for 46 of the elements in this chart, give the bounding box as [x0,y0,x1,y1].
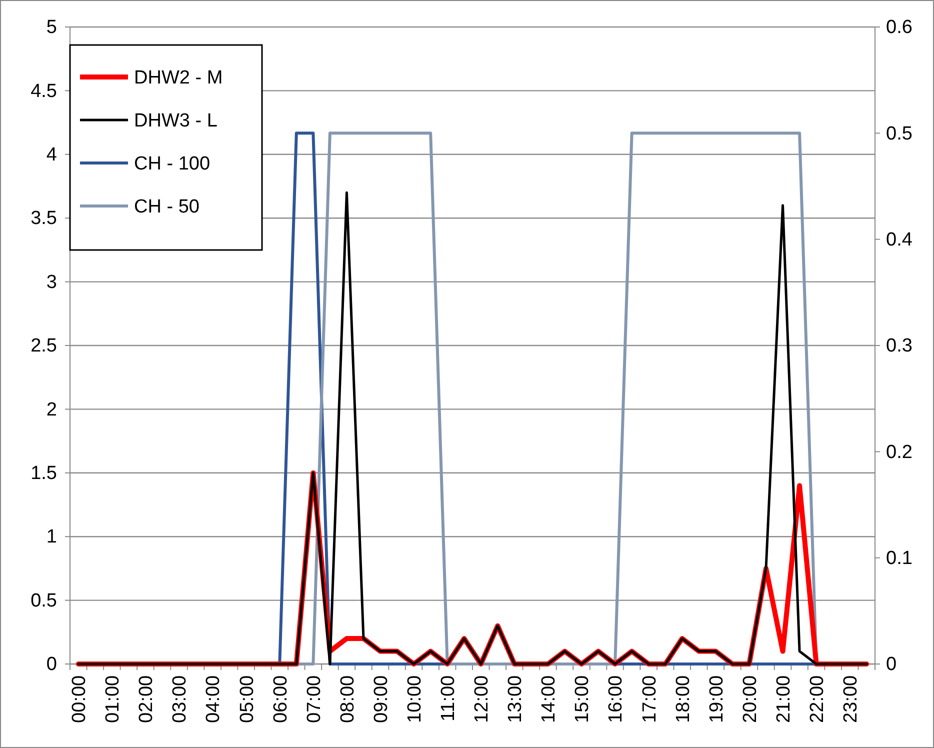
x-tick-label: 13:00 [505,675,526,723]
y2-tick-label: 0.5 [886,123,912,144]
x-tick-label: 20:00 [740,675,761,723]
y-tick-label: 3 [46,272,57,293]
y-tick-label: 4.5 [30,80,57,102]
y2-tick-label: 0 [886,654,897,676]
legend-label: DHW3 - L [134,110,218,132]
y-tick-label: 3.5 [30,208,57,230]
y-tick-label: 4 [46,144,58,166]
x-tick-label: 00:00 [69,675,90,723]
x-tick-label: 02:00 [136,675,158,723]
x-tick-label: 03:00 [170,675,191,723]
x-tick-label: 04:00 [203,675,224,723]
x-tick-label: 07:00 [304,675,325,723]
x-tick-label: 01:00 [102,675,124,723]
x-tick-label: 05:00 [236,675,258,723]
x-tick-label: 16:00 [606,675,627,723]
x-tick-label: 18:00 [672,675,694,723]
y2-tick-label: 0.3 [886,336,912,357]
y-tick-label: 0 [46,654,57,676]
x-tick-label: 21:00 [773,675,794,723]
y-tick-label: 1 [46,526,57,548]
legend-label: DHW2 - M [134,68,223,89]
x-tick-label: 14:00 [538,675,560,723]
y2-tick-label: 0.1 [886,548,912,569]
x-tick-label: 08:00 [337,675,358,723]
x-tick-label: 17:00 [639,675,660,723]
legend-label: CH - 100 [134,154,210,175]
y2-tick-label: 0.6 [886,17,912,38]
x-tick-label: 11:00 [438,675,459,722]
y-tick-label: 0.5 [30,590,57,612]
y-tick-label: 2.5 [30,336,57,357]
x-tick-label: 06:00 [270,675,292,723]
y-tick-label: 1.5 [30,462,57,484]
x-tick-label: 23:00 [840,675,862,723]
legend-label: CH - 50 [134,196,200,218]
x-tick-label: 15:00 [572,675,594,723]
x-tick-label: 10:00 [404,675,426,723]
y-tick-label: 5 [46,17,57,38]
x-tick-label: 12:00 [472,675,493,723]
x-tick-label: 09:00 [370,675,392,723]
x-tick-label: 19:00 [706,675,728,723]
y2-tick-label: 0.4 [886,229,913,250]
x-tick-label: 22:00 [806,675,828,723]
y2-tick-label: 0.2 [886,442,912,463]
y-tick-label: 2 [46,399,57,420]
